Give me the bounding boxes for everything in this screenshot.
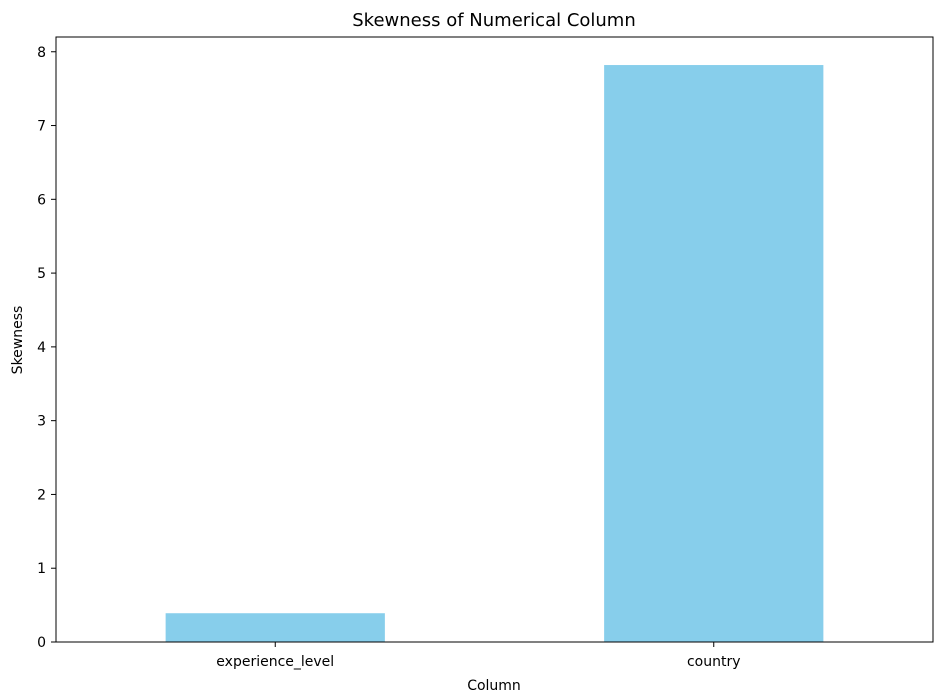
y-tick-label: 2 [37, 487, 46, 503]
y-tick-label: 4 [37, 340, 46, 356]
y-tick-label: 6 [37, 192, 46, 208]
y-axis-label: Skewness [10, 306, 26, 375]
chart-title: Skewness of Numerical Column [352, 10, 636, 31]
y-tick-label: 1 [37, 561, 46, 577]
y-tick-label: 8 [37, 45, 46, 61]
x-axis-label: Column [467, 678, 521, 694]
plot-area: 0 1 2 3 4 5 6 7 8 experience_level country [37, 45, 824, 670]
plot-frame [55, 36, 934, 643]
x-tick-label: experience_level [216, 654, 334, 670]
y-tick-label: 5 [37, 266, 46, 282]
bar-country [604, 65, 824, 643]
x-tick-label: country [687, 654, 741, 670]
y-tick-label: 3 [37, 414, 46, 430]
y-tick-label: 7 [37, 119, 46, 135]
bar-experience-level [165, 613, 385, 642]
y-tick-label: 0 [37, 635, 46, 651]
